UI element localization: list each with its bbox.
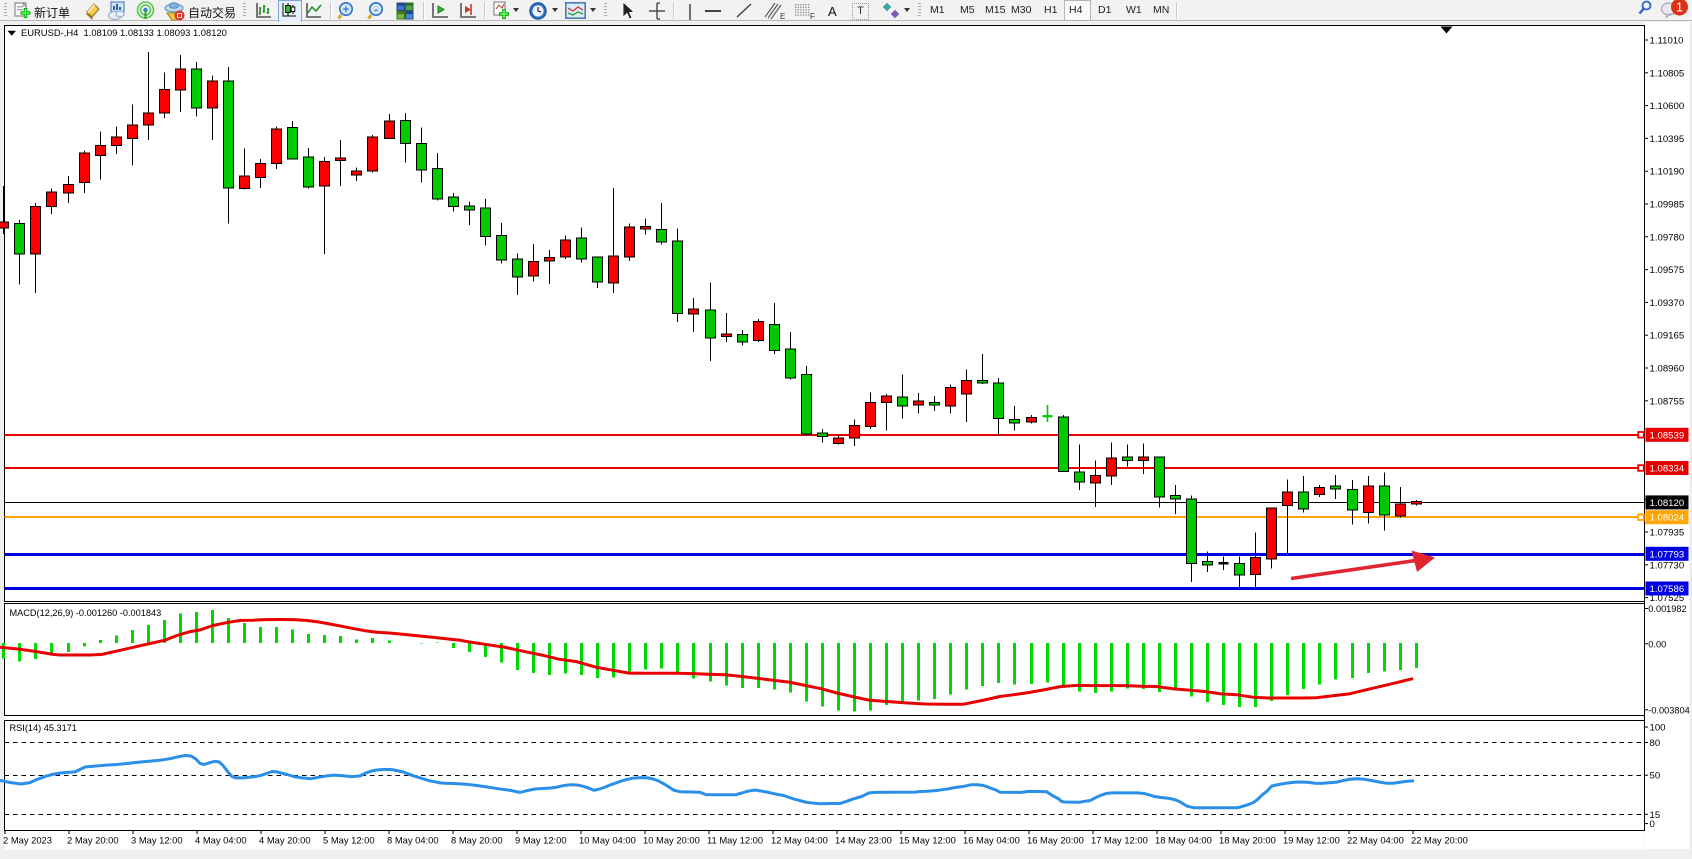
svg-text:RSI(14) 45.3171: RSI(14) 45.3171	[10, 723, 77, 733]
svg-text:1.10600: 1.10600	[1650, 101, 1685, 112]
svg-text:11 May 12:00: 11 May 12:00	[707, 835, 763, 846]
svg-text:10 May 04:00: 10 May 04:00	[579, 835, 636, 846]
svg-text:1.08539: 1.08539	[1650, 430, 1685, 441]
svg-text:10 May 20:00: 10 May 20:00	[643, 835, 700, 846]
svg-text:15 May 12:00: 15 May 12:00	[899, 835, 956, 846]
svg-text:4 May 20:00: 4 May 20:00	[259, 835, 311, 846]
svg-text:80: 80	[1650, 738, 1661, 749]
svg-text:1.11010: 1.11010	[1650, 36, 1684, 47]
svg-text:1.07793: 1.07793	[1650, 549, 1685, 560]
svg-text:8 May 20:00: 8 May 20:00	[451, 835, 503, 846]
svg-text:1.09575: 1.09575	[1650, 265, 1685, 276]
svg-text:1.07935: 1.07935	[1650, 528, 1685, 539]
svg-text:2 May 20:00: 2 May 20:00	[67, 835, 119, 846]
svg-text:22 May 04:00: 22 May 04:00	[1347, 835, 1404, 846]
svg-text:9 May 12:00: 9 May 12:00	[515, 835, 567, 846]
svg-text:14 May 23:00: 14 May 23:00	[835, 835, 892, 846]
svg-text:1.10190: 1.10190	[1650, 167, 1685, 178]
svg-text:1.09780: 1.09780	[1650, 232, 1685, 243]
svg-text:1.08755: 1.08755	[1650, 396, 1685, 407]
svg-text:1.10395: 1.10395	[1650, 134, 1685, 145]
svg-text:1.07586: 1.07586	[1650, 584, 1685, 595]
svg-text:8 May 04:00: 8 May 04:00	[387, 835, 439, 846]
svg-text:5 May 12:00: 5 May 12:00	[323, 835, 375, 846]
svg-text:1.08334: 1.08334	[1650, 464, 1685, 475]
svg-text:19 May 12:00: 19 May 12:00	[1283, 835, 1340, 846]
svg-text:1.10805: 1.10805	[1650, 68, 1685, 79]
svg-text:16 May 20:00: 16 May 20:00	[1027, 835, 1084, 846]
svg-text:18 May 20:00: 18 May 20:00	[1219, 835, 1276, 846]
svg-text:MACD(12,26,9) -0.001260 -0.001: MACD(12,26,9) -0.001260 -0.001843	[10, 608, 162, 618]
svg-text:16 May 04:00: 16 May 04:00	[963, 835, 1020, 846]
svg-text:EURUSD-,H4 1.08109 1.08133 1.: EURUSD-,H4 1.08109 1.08133 1.08093 1.081…	[21, 27, 227, 38]
svg-text:1.09985: 1.09985	[1650, 200, 1685, 211]
svg-text:1.08960: 1.08960	[1650, 364, 1685, 375]
svg-text:1.08024: 1.08024	[1650, 513, 1685, 524]
svg-text:18 May 04:00: 18 May 04:00	[1155, 835, 1212, 846]
svg-text:4 May 04:00: 4 May 04:00	[195, 835, 247, 846]
svg-text:1.09165: 1.09165	[1650, 331, 1685, 342]
svg-text:12 May 04:00: 12 May 04:00	[771, 835, 828, 846]
svg-text:1.08120: 1.08120	[1650, 498, 1685, 509]
svg-text:0.00: 0.00	[1648, 639, 1666, 649]
svg-text:22 May 20:00: 22 May 20:00	[1411, 835, 1468, 846]
svg-text:0.001982: 0.001982	[1648, 604, 1686, 614]
svg-text:17 May 12:00: 17 May 12:00	[1091, 835, 1148, 846]
svg-text:100: 100	[1650, 723, 1666, 734]
svg-text:3 May 12:00: 3 May 12:00	[131, 835, 183, 846]
svg-text:1.07730: 1.07730	[1650, 560, 1685, 571]
svg-text:1.09370: 1.09370	[1650, 298, 1685, 309]
svg-text:2 May 2023: 2 May 2023	[3, 835, 52, 846]
svg-text:0: 0	[1650, 819, 1655, 830]
svg-text:50: 50	[1650, 771, 1661, 782]
svg-text:-0.003804: -0.003804	[1648, 705, 1689, 715]
